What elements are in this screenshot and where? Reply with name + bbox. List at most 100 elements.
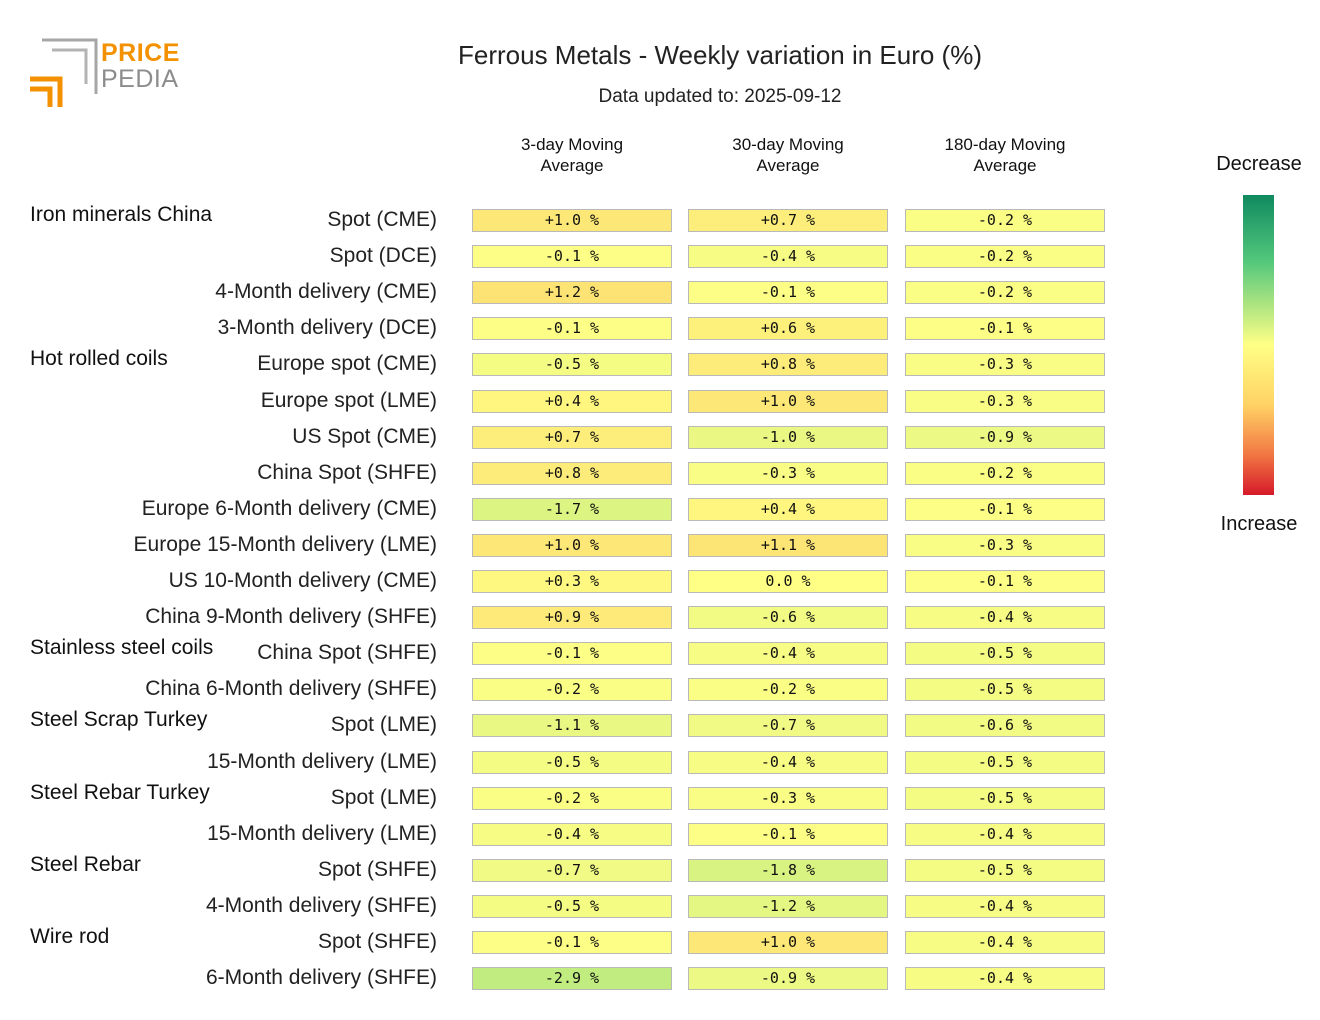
heatmap-cell: -1.8 %: [688, 858, 888, 882]
heatmap-cell: -0.1 %: [472, 245, 672, 269]
heatmap-cell: +1.0 %: [472, 533, 672, 557]
heatmap-cell: +0.7 %: [688, 209, 888, 232]
heatmap-cell: -0.5 %: [472, 353, 672, 377]
heatmap-cell: -0.5 %: [472, 894, 672, 918]
heatmap-cell: -0.3 %: [688, 461, 888, 485]
heatmap-cell: -0.5 %: [905, 750, 1105, 774]
row-label: Europe spot (LME): [260, 388, 437, 412]
heatmap-cell: -0.1 %: [905, 570, 1105, 593]
row-label: 4-Month delivery (CME): [215, 280, 437, 304]
row-label: China 6-Month delivery (SHFE): [145, 677, 437, 701]
column-header: 180-day Moving Average: [944, 135, 1066, 175]
row-label: Spot (LME): [330, 785, 437, 809]
chart-subtitle: Data updated to: 2025-09-12: [598, 86, 842, 107]
heatmap-cell: -0.3 %: [905, 353, 1105, 377]
heatmap-cell: -0.1 %: [688, 281, 888, 305]
heatmap-cell: -0.9 %: [688, 967, 888, 991]
heatmap-cell: +0.6 %: [688, 317, 888, 341]
heatmap-cell: -0.4 %: [905, 931, 1105, 954]
heatmap-cell: +0.3 %: [472, 570, 672, 593]
heatmap-cell: -0.1 %: [472, 931, 672, 954]
row-label: US 10-Month delivery (CME): [168, 569, 437, 592]
heatmap-cell: +0.9 %: [472, 606, 672, 630]
heatmap-cell: -0.1 %: [905, 497, 1105, 521]
row-label: Spot (CME): [327, 208, 437, 231]
heatmap-cell: -0.6 %: [905, 714, 1105, 738]
heatmap-cell: -2.9 %: [472, 967, 672, 991]
heatmap-cell: -0.5 %: [905, 678, 1105, 702]
heatmap-cell: -0.5 %: [472, 750, 672, 774]
heatmap-cell: -1.2 %: [688, 894, 888, 918]
heatmap-cell: -0.2 %: [905, 245, 1105, 269]
heatmap-cell: -0.4 %: [905, 606, 1105, 630]
heatmap-cell: -0.1 %: [905, 317, 1105, 341]
logo-text-price: PRICE: [101, 39, 180, 67]
heatmap-cell: -0.9 %: [905, 425, 1105, 449]
row-label: US Spot (CME): [292, 424, 437, 448]
heatmap-cell: -0.5 %: [905, 642, 1105, 666]
row-label: Spot (SHFE): [317, 930, 437, 953]
row-label: 4-Month delivery (SHFE): [205, 893, 437, 917]
heatmap-cell: +1.0 %: [688, 931, 888, 954]
row-label: Spot (DCE): [329, 244, 437, 268]
row-label: 3-Month delivery (DCE): [217, 316, 437, 340]
row-label: China Spot (SHFE): [257, 460, 437, 484]
heatmap-cell: -0.4 %: [688, 245, 888, 269]
row-label: 6-Month delivery (SHFE): [205, 966, 437, 990]
heatmap-cell: -0.2 %: [472, 678, 672, 702]
logo-text-pedia: PEDIA: [101, 65, 179, 93]
heatmap-cell: -0.5 %: [905, 786, 1105, 810]
heatmap-cell: -0.2 %: [905, 281, 1105, 305]
heatmap-cell: -0.4 %: [688, 642, 888, 666]
row-label: 15-Month delivery (LME): [207, 821, 437, 845]
heatmap-cell: 0.0 %: [688, 570, 888, 593]
heatmap-cell: +0.4 %: [472, 389, 672, 413]
column-header: 3-day Moving Average: [520, 135, 624, 175]
column-header: 30-day Moving Average: [732, 135, 844, 175]
heatmap-cell: -0.5 %: [905, 858, 1105, 882]
legend-decrease-label: Decrease: [1216, 153, 1302, 175]
heatmap-cell: +1.1 %: [688, 533, 888, 557]
row-label: 15-Month delivery (LME): [207, 749, 437, 773]
heatmap-cell: +1.2 %: [472, 281, 672, 305]
heatmap-cell: -0.4 %: [472, 822, 672, 846]
heatmap-cell: -0.6 %: [688, 606, 888, 630]
heatmap-cell: -0.2 %: [905, 209, 1105, 232]
heatmap-cell: -0.4 %: [905, 894, 1105, 918]
legend-increase-label: Increase: [1220, 513, 1298, 535]
heatmap-cell: -0.1 %: [472, 317, 672, 341]
heatmap-cell: +0.7 %: [472, 425, 672, 449]
row-label: Spot (SHFE): [317, 857, 437, 881]
heatmap-cell: -0.3 %: [905, 389, 1105, 413]
heatmap-cell: -0.3 %: [905, 533, 1105, 557]
heatmap-cell: -0.2 %: [688, 678, 888, 702]
heatmap-cell: -0.4 %: [688, 750, 888, 774]
heatmap-cell: +0.8 %: [472, 461, 672, 485]
heatmap-cell: -0.7 %: [688, 714, 888, 738]
heatmap-cell: +0.4 %: [688, 497, 888, 521]
row-label: China Spot (SHFE): [257, 641, 437, 665]
heatmap-cell: -1.0 %: [688, 425, 888, 449]
color-scale-bar: [1243, 195, 1274, 495]
heatmap-cell: +0.8 %: [688, 353, 888, 377]
group-label: Steel Rebar: [30, 852, 141, 876]
pricepedia-logo-icon: [30, 38, 98, 107]
group-label: Steel Rebar Turkey: [30, 780, 210, 804]
heatmap-cell: -0.1 %: [688, 822, 888, 846]
chart-title: Ferrous Metals - Weekly variation in Eur…: [457, 40, 982, 70]
row-label: Europe 15-Month delivery (LME): [133, 532, 437, 556]
heatmap-cell: -0.3 %: [688, 786, 888, 810]
group-label: Stainless steel coils: [30, 636, 214, 660]
group-label: Steel Scrap Turkey: [30, 708, 208, 732]
group-label: Iron minerals China: [30, 203, 213, 226]
heatmap-cell: -0.2 %: [905, 461, 1105, 485]
heatmap-cell: +1.0 %: [688, 389, 888, 413]
heatmap-cell: -0.7 %: [472, 858, 672, 882]
group-label: Hot rolled coils: [30, 347, 168, 371]
heatmap-cell: -1.7 %: [472, 497, 672, 521]
row-label: Europe 6-Month delivery (CME): [141, 496, 437, 520]
heatmap-cell: -0.2 %: [472, 786, 672, 810]
row-label: Europe spot (CME): [257, 352, 437, 376]
heatmap-cell: -0.1 %: [472, 642, 672, 666]
